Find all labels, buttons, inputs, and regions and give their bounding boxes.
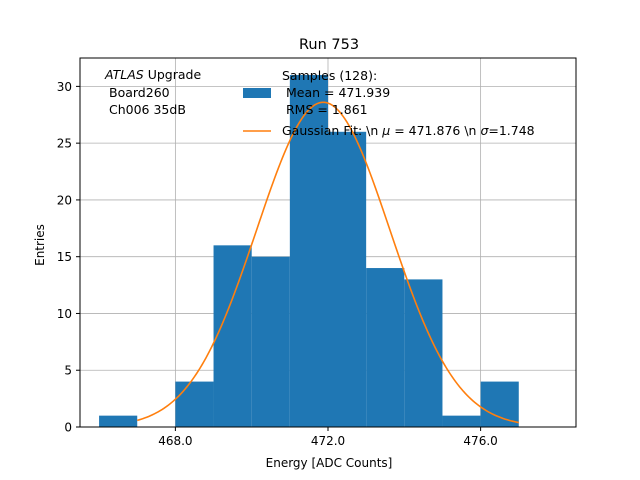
y-tick-label-3: 15 xyxy=(57,250,72,264)
histogram-bar-5 xyxy=(289,75,328,428)
y-tick-label-6: 30 xyxy=(57,80,72,94)
histogram-bar-0 xyxy=(99,415,138,427)
histogram-bar-8 xyxy=(404,279,443,427)
legend-mean-text: Mean = 471.939 xyxy=(286,85,390,100)
svg-text:ATLAS Upgrade: ATLAS Upgrade xyxy=(104,67,201,82)
legend-fit-prefix: Gaussian Fit: \n xyxy=(282,123,382,138)
legend-fit-text: Gaussian Fit: \n μ = 471.876 \n σ=1.748 xyxy=(282,123,535,138)
histogram-bar-7 xyxy=(366,268,405,427)
legend-rms-text: RMS = 1.861 xyxy=(286,102,368,117)
legend-fit-sigma-symbol: σ xyxy=(480,123,489,138)
y-tick-label-4: 20 xyxy=(57,193,72,207)
histogram-bar-3 xyxy=(213,245,252,427)
histogram-bar-4 xyxy=(251,256,290,427)
gaussian-fit-curve xyxy=(137,101,519,424)
annotation-atlas-text: ATLAS xyxy=(104,67,144,82)
chart-title: Run 753 xyxy=(299,37,359,53)
gaussian-fit-layer xyxy=(137,101,519,424)
legend-fit-mu-symbol: μ xyxy=(381,123,390,138)
y-tick-label-2: 10 xyxy=(57,307,72,321)
histogram-bars xyxy=(99,75,519,428)
legend-fit-sigma-value: =1.748 xyxy=(488,123,534,138)
annotation-board-text: Board260 xyxy=(109,85,170,100)
y-tick-label-0: 0 xyxy=(64,421,72,435)
annotation-upgrade-text: Upgrade xyxy=(144,67,202,82)
legend-hist-swatch xyxy=(243,88,271,98)
x-tick-label-2: 476.0 xyxy=(463,434,497,448)
legend-fit-mu-value: = 471.876 \n xyxy=(390,123,480,138)
legend-samples-text: Samples (128): xyxy=(282,68,377,83)
histogram-bar-10 xyxy=(480,381,519,427)
y-axis-label: Entries xyxy=(33,224,47,266)
annotation-channel-text: Ch006 35dB xyxy=(109,102,186,117)
x-tick-label-1: 472.0 xyxy=(311,434,345,448)
legend: Samples (128): Mean = 471.939 RMS = 1.86… xyxy=(243,68,535,138)
x-axis-label: Energy [ADC Counts] xyxy=(266,456,393,470)
y-tick-label-5: 25 xyxy=(57,137,72,151)
y-tick-label-1: 5 xyxy=(64,364,72,378)
axis-ticks: 468.0 472.0 476.0 0 5 10 15 20 25 30 xyxy=(57,80,498,448)
x-tick-label-0: 468.0 xyxy=(158,434,192,448)
histogram-bar-2 xyxy=(175,381,214,427)
atlas-annotation: ATLAS Upgrade Board260 Ch006 35dB xyxy=(104,67,201,117)
histogram-bar-9 xyxy=(442,415,481,427)
histogram-bar-6 xyxy=(328,131,367,428)
